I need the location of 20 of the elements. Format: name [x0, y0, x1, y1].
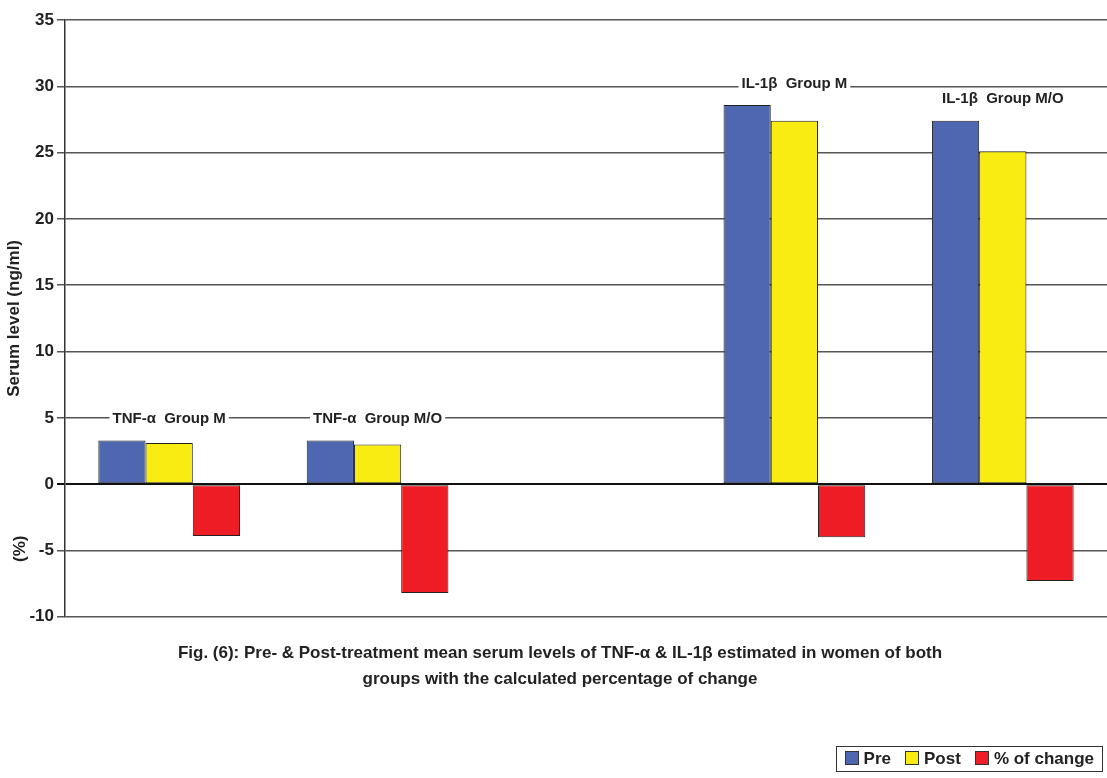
y-tick-label: 0 — [44, 473, 54, 493]
y-tick-label: 25 — [35, 142, 54, 162]
y-tick-label: -10 — [29, 606, 54, 626]
y-tick-label: 20 — [35, 208, 54, 228]
y-tick-label: 10 — [35, 341, 54, 361]
legend-label: % of change — [992, 749, 1094, 769]
text: (%) — [9, 535, 29, 563]
text: Fig. (6): Pre- & Post-treatment mean serum levels of TNF-α & IL-1β estimated in women of both groups with the calculated percentage of change — [176, 642, 944, 690]
y-axis-title: Serum level (ng/ml) — [3, 239, 23, 397]
y-tick-label: 30 — [35, 76, 54, 95]
y-tick-label: 5 — [44, 407, 54, 427]
y-tick-label: 35 — [35, 9, 54, 29]
x-tick-label: IL-1β Group M — [741, 73, 848, 91]
x-tick-label: TNF-α Group M/O — [312, 409, 443, 427]
legend-label: Pre — [862, 749, 892, 769]
y-tick-label: -5 — [38, 540, 54, 560]
legend-label: Post — [923, 749, 961, 769]
x-tick-label: TNF-α Group M — [112, 409, 226, 427]
y-tick-label: 15 — [35, 274, 54, 294]
x-tick-label: IL-1β Group M/O — [941, 89, 1064, 107]
